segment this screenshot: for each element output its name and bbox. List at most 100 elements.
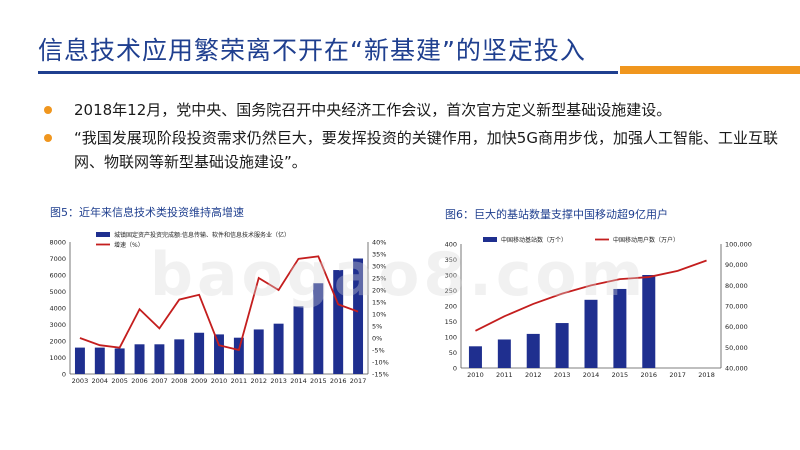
x-tick-label: 2004: [92, 377, 109, 385]
legend-bar-label: 城镇固定资产投资完成额:信息传输、软件和信息技术服务业（亿）: [114, 231, 290, 239]
bar: [468, 346, 482, 368]
y2-tick-label: 20%: [372, 287, 386, 295]
bar: [214, 334, 224, 374]
bullet-dot-icon: [44, 134, 52, 142]
bar: [174, 339, 185, 374]
y-tick-label: 7000: [49, 255, 66, 263]
bar: [642, 275, 656, 368]
y-tick-label: 1000: [49, 354, 66, 362]
watermark: baogao8.com: [150, 240, 648, 310]
y-tick-label: 3000: [49, 321, 66, 329]
series-line: [79, 255, 359, 352]
y2-tick-label: 0%: [372, 335, 382, 343]
y-tick-label: 250: [445, 287, 457, 295]
legend-line-label: 中国移动用户数（万户）: [613, 236, 679, 244]
x-tick-label: 2013: [554, 371, 571, 379]
x-tick-label: 2003: [72, 377, 89, 385]
title-underline: [38, 71, 618, 74]
x-tick-label: 2006: [131, 377, 148, 385]
y2-tick-label: 40%: [372, 239, 386, 247]
chart2-caption: 图6：巨大的基站数量支撑中国移动超9亿用户: [445, 208, 668, 221]
y-tick-label: 50: [449, 349, 457, 357]
x-tick-label: 2005: [111, 377, 128, 385]
x-tick-label: 2016: [641, 371, 658, 379]
y-tick-label: 0: [62, 371, 66, 379]
y-tick-label: 5000: [49, 288, 66, 296]
x-tick-label: 2017: [350, 377, 367, 385]
y-tick-label: 350: [445, 256, 457, 264]
bar: [273, 323, 284, 374]
bar: [526, 333, 540, 368]
bar: [353, 258, 364, 374]
bar: [293, 306, 304, 374]
bar: [233, 337, 244, 374]
chart2-svg: 0 50 100 150 200 250 300 350 400 40,000 50,000 60,0…: [445, 236, 752, 379]
y-tick-label: 6000: [49, 272, 66, 280]
y-tick-label: 100: [445, 334, 457, 342]
chart2-container: 0 50 100 150 200 250 300 350 400 40,000 50,000 60,0…: [435, 230, 765, 385]
x-tick-label: 2012: [525, 371, 542, 379]
y-tick-label: 300: [445, 272, 457, 280]
x-tick-label: 2014: [583, 371, 600, 379]
bar: [74, 347, 85, 374]
bar: [94, 347, 105, 374]
bar: [154, 344, 165, 374]
legend-bar-swatch: [483, 237, 497, 242]
bar: [313, 283, 324, 374]
y2-tick-label: 70,000: [725, 303, 748, 311]
chart1-caption: 图5：近年来信息技术类投资维持高增速: [50, 206, 244, 219]
y-tick-label: 400: [445, 241, 457, 249]
x-tick-label: 2016: [330, 377, 347, 385]
x-tick-label: 2010: [211, 377, 228, 385]
y2-tick-label: 80,000: [725, 282, 748, 290]
bar: [584, 299, 598, 368]
legend-bar-swatch: [96, 232, 110, 237]
y2-tick-label: 15%: [372, 299, 386, 307]
y2-tick-label: -10%: [372, 359, 389, 367]
y2-tick-label: -15%: [372, 371, 389, 379]
y2-tick-label: 30%: [372, 263, 386, 271]
bullet-dot-icon: [44, 106, 52, 114]
x-tick-label: 2012: [250, 377, 267, 385]
y2-tick-label: 35%: [372, 251, 386, 259]
bar: [333, 270, 344, 374]
x-tick-label: 2009: [191, 377, 208, 385]
bullet-list: 2018年12月，党中央、国务院召开中央经济工作会议，首次官方定义新型基础设施建…: [38, 98, 778, 174]
bar: [253, 329, 264, 374]
slide-title: 信息技术应用繁荣离不开在“新基建”的坚定投入: [38, 36, 586, 65]
x-tick-label: 2011: [231, 377, 248, 385]
y2-tick-label: 25%: [372, 275, 386, 283]
x-tick-label: 2007: [151, 377, 168, 385]
y2-tick-label: 40,000: [725, 365, 748, 373]
series-line: [475, 259, 707, 332]
chart1-svg: 0 1000 2000 3000 4000 5000 6000 7000 8000 -15% -10…: [49, 231, 389, 385]
bar: [497, 339, 511, 368]
x-tick-label: 2015: [310, 377, 327, 385]
y-tick-label: 4000: [49, 305, 66, 313]
y2-tick-label: 50,000: [725, 344, 748, 352]
title-accent-bar: [620, 66, 800, 74]
bullet-item: 2018年12月，党中央、国务院召开中央经济工作会议，首次官方定义新型基础设施建…: [38, 98, 778, 122]
y-tick-label: 150: [445, 318, 457, 326]
x-tick-label: 2014: [290, 377, 307, 385]
y2-tick-label: 10%: [372, 311, 386, 319]
x-tick-label: 2008: [171, 377, 188, 385]
bar: [114, 348, 125, 374]
bullet-item: “我国发展现阶段投资需求仍然巨大，要发挥投资的关键作用，加快5G商用步伐，加强人…: [38, 126, 778, 174]
y2-tick-label: -5%: [372, 347, 385, 355]
bar: [194, 332, 205, 374]
bar: [555, 323, 569, 368]
x-tick-label: 2011: [496, 371, 513, 379]
x-tick-label: 2017: [669, 371, 686, 379]
y-tick-label: 200: [445, 303, 457, 311]
y2-tick-label: 100,000: [725, 241, 752, 249]
legend-line-label: 增速（%）: [114, 241, 144, 249]
y2-tick-label: 5%: [372, 323, 382, 331]
bar: [134, 344, 145, 374]
x-tick-label: 2013: [270, 377, 287, 385]
chart1-container: 0 1000 2000 3000 4000 5000 6000 7000 8000 -15% -10…: [40, 228, 410, 388]
bullet-text: “我国发展现阶段投资需求仍然巨大，要发挥投资的关键作用，加快5G商用步伐，加强人…: [74, 129, 778, 171]
y-tick-label: 2000: [49, 338, 66, 346]
bar: [613, 288, 627, 368]
legend-bar-label: 中国移动基站数（万个）: [501, 236, 567, 244]
